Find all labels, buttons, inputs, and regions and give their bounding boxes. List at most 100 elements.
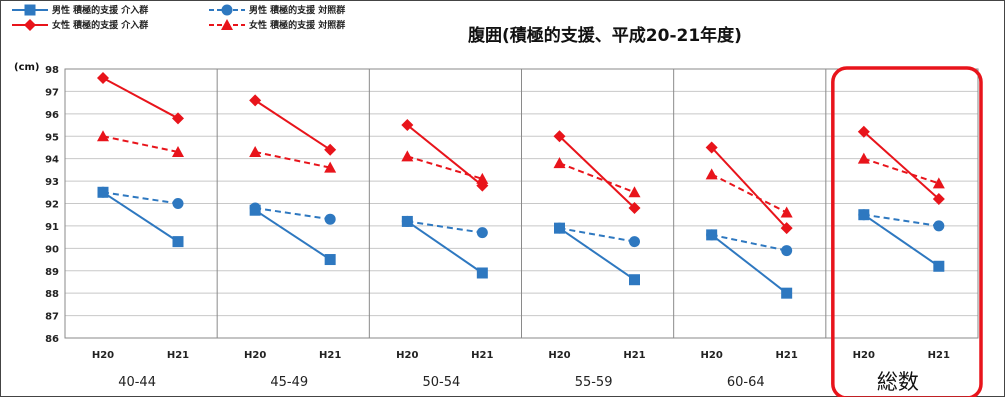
marker-diamond bbox=[780, 222, 793, 235]
x-tick-label: H21 bbox=[776, 350, 798, 361]
x-tick-label: H20 bbox=[548, 350, 570, 361]
x-tick-label: H21 bbox=[623, 350, 645, 361]
marker-diamond bbox=[553, 130, 566, 143]
marker-diamond bbox=[249, 94, 262, 107]
series-line bbox=[558, 227, 636, 281]
y-axis-unit: (cm) bbox=[14, 62, 40, 73]
marker-square bbox=[24, 4, 36, 16]
marker-circle bbox=[781, 245, 793, 257]
series-line bbox=[407, 220, 483, 234]
series-line bbox=[254, 150, 331, 169]
marker-circle bbox=[221, 4, 233, 16]
group-label: 40-44 bbox=[118, 375, 156, 390]
marker-diamond bbox=[705, 141, 718, 154]
marker-triangle bbox=[221, 19, 233, 30]
x-axis-labels: H20 H21 40-44 H20 H21 45-49 H20 H21 50-54 H20 H21 5… bbox=[92, 350, 950, 394]
marker-diamond bbox=[857, 125, 870, 138]
x-tick-label: H20 bbox=[853, 350, 875, 361]
y-tick-label: 95 bbox=[45, 132, 59, 143]
marker-circle bbox=[554, 222, 565, 234]
x-tick-label: H20 bbox=[701, 350, 723, 361]
marker-diamond bbox=[401, 119, 414, 132]
x-tick-label: H21 bbox=[319, 350, 341, 361]
highlight-box bbox=[831, 66, 983, 397]
marker-triangle bbox=[172, 145, 184, 157]
marker-circle bbox=[324, 213, 336, 225]
y-axis-ticks: 86 87 88 89 90 91 92 93 94 95 96 97 98 bbox=[45, 65, 59, 345]
marker-triangle bbox=[249, 145, 262, 157]
group-label: 60-64 bbox=[727, 375, 765, 390]
y-tick-label: 86 bbox=[45, 334, 59, 345]
series-line bbox=[863, 213, 940, 268]
marker-circle bbox=[933, 220, 945, 232]
x-tick-label: H21 bbox=[167, 350, 189, 361]
y-tick-label: 87 bbox=[45, 312, 59, 323]
series-line bbox=[102, 191, 179, 205]
series-line bbox=[711, 233, 787, 252]
marker-circle bbox=[858, 209, 870, 221]
series-line bbox=[407, 155, 483, 180]
marker-circle bbox=[249, 202, 261, 214]
series-line bbox=[254, 99, 331, 151]
highlight-rect bbox=[831, 66, 983, 397]
legend-label: 男性 積極的支援 対照群 bbox=[249, 4, 345, 16]
marker-triangle bbox=[553, 157, 566, 169]
marker-square bbox=[781, 287, 793, 299]
marker-circle bbox=[706, 229, 718, 241]
marker-triangle bbox=[476, 172, 489, 184]
legend-label: 男性 積極的支援 介入群 bbox=[52, 4, 148, 16]
x-tick-label: H21 bbox=[471, 350, 493, 361]
y-tick-label: 88 bbox=[45, 289, 59, 300]
chart-title: 腹囲(積極的支援、平成20-21年度) bbox=[468, 25, 742, 46]
marker-circle bbox=[97, 186, 109, 198]
series-line bbox=[710, 146, 788, 229]
series-line bbox=[558, 135, 636, 209]
y-tick-label: 90 bbox=[45, 244, 59, 255]
legend-label: 女性 積極的支援 介入群 bbox=[52, 19, 148, 31]
group-label: 50-54 bbox=[423, 375, 461, 390]
marker-circle bbox=[476, 227, 488, 239]
group-label: 総数 bbox=[877, 370, 919, 394]
series-line bbox=[406, 220, 483, 274]
marker-triangle bbox=[401, 150, 414, 162]
marker-diamond bbox=[324, 143, 337, 156]
series-line bbox=[102, 191, 179, 243]
y-tick-label: 93 bbox=[45, 177, 59, 188]
series-line bbox=[102, 135, 179, 153]
marker-triangle bbox=[97, 130, 109, 142]
panels bbox=[64, 68, 979, 339]
marker-triangle bbox=[932, 177, 945, 189]
marker-diamond bbox=[24, 19, 36, 31]
marker-diamond bbox=[628, 201, 641, 214]
x-tick-label: H20 bbox=[396, 350, 418, 361]
series-line bbox=[711, 234, 788, 294]
y-tick-label: 98 bbox=[45, 65, 59, 76]
x-tick-label: H20 bbox=[92, 350, 114, 361]
group-label: 55-59 bbox=[575, 375, 613, 390]
series-line bbox=[863, 213, 939, 227]
marker-triangle bbox=[780, 206, 793, 218]
series-line bbox=[711, 173, 788, 214]
series-line bbox=[255, 206, 331, 221]
marker-triangle bbox=[857, 152, 870, 164]
y-tick-label: 89 bbox=[45, 267, 59, 278]
marker-circle bbox=[629, 236, 640, 248]
series-line bbox=[254, 209, 331, 261]
marker-circle bbox=[401, 215, 413, 227]
marker-diamond bbox=[172, 112, 184, 125]
series-line bbox=[406, 124, 483, 187]
series-line bbox=[863, 157, 940, 185]
y-tick-label: 94 bbox=[45, 155, 59, 166]
marker-square bbox=[629, 274, 640, 286]
series-line bbox=[559, 162, 635, 194]
series-line bbox=[559, 227, 635, 243]
marker-square bbox=[172, 236, 184, 248]
marker-square bbox=[476, 267, 488, 279]
marker-triangle bbox=[628, 186, 641, 198]
marker-triangle bbox=[324, 161, 337, 173]
marker-square bbox=[324, 254, 336, 266]
series-lines bbox=[102, 77, 940, 294]
group-label: 45-49 bbox=[270, 375, 308, 390]
